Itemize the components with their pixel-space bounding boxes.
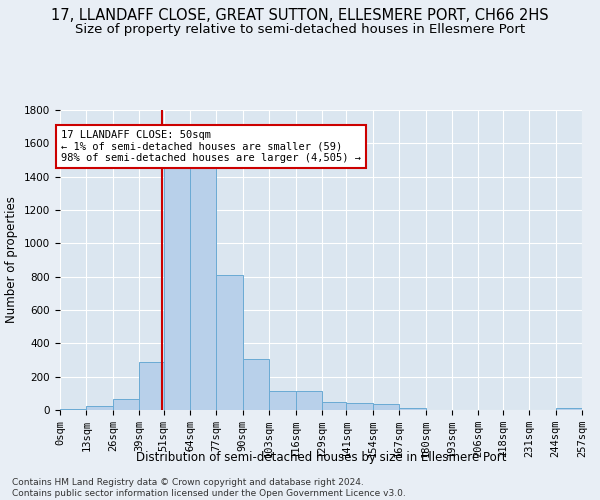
Bar: [322, 402, 346, 410]
Text: Distribution of semi-detached houses by size in Ellesmere Port: Distribution of semi-detached houses by …: [136, 451, 506, 464]
Bar: [217, 275, 243, 410]
Bar: [269, 391, 296, 410]
Bar: [60, 409, 86, 410]
Bar: [243, 359, 269, 410]
Text: 17 LLANDAFF CLOSE: 50sqm
← 1% of semi-detached houses are smaller (59)
98% of se: 17 LLANDAFF CLOSE: 50sqm ← 1% of semi-de…: [61, 130, 361, 163]
Text: Contains HM Land Registry data © Crown copyright and database right 2024.
Contai: Contains HM Land Registry data © Crown c…: [12, 478, 406, 498]
Bar: [346, 404, 373, 410]
Text: Size of property relative to semi-detached houses in Ellesmere Port: Size of property relative to semi-detach…: [75, 22, 525, 36]
Bar: [296, 391, 322, 410]
Bar: [139, 362, 164, 410]
Bar: [190, 160, 217, 410]
Text: 17, LLANDAFF CLOSE, GREAT SUTTON, ELLESMERE PORT, CH66 2HS: 17, LLANDAFF CLOSE, GREAT SUTTON, ELLESM…: [51, 8, 549, 22]
Bar: [556, 408, 582, 410]
Bar: [164, 168, 190, 410]
Y-axis label: Number of properties: Number of properties: [5, 196, 19, 324]
Bar: [113, 399, 139, 410]
Bar: [399, 408, 425, 410]
Bar: [373, 404, 399, 410]
Bar: [86, 406, 113, 410]
